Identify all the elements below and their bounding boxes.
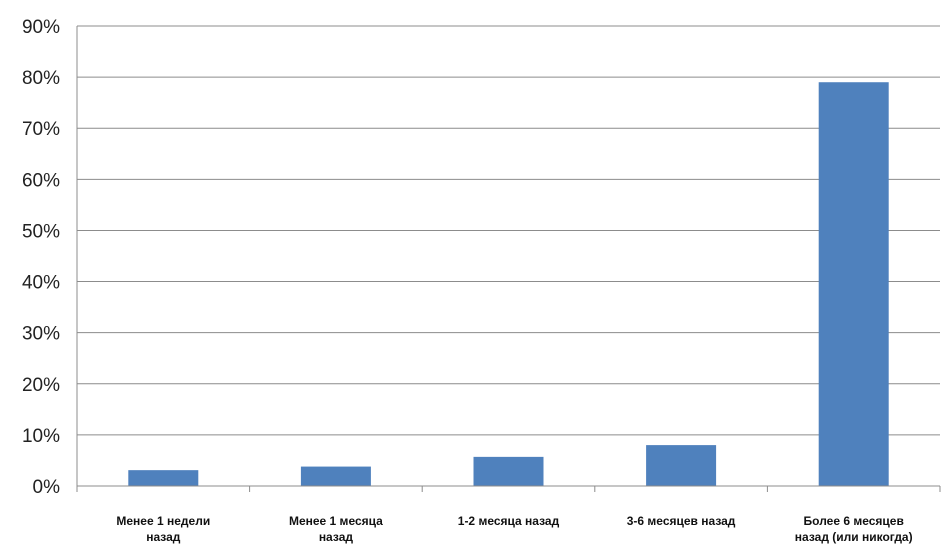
y-tick-label: 80%	[22, 68, 60, 89]
x-tick-label: Менее 1 недели назад	[116, 514, 210, 544]
y-tick-label: 10%	[22, 426, 60, 447]
bar	[473, 456, 544, 486]
y-axis-ticks: 0% 10% 20% 30% 40% 50% 60% 70% 80% 90%	[22, 17, 60, 498]
x-tick-label-line: 3-6 месяцев назад	[627, 514, 736, 528]
x-tick-label-line: 1-2 месяца назад	[458, 514, 560, 528]
y-tick-label: 30%	[22, 324, 60, 345]
x-axis	[76, 26, 941, 492]
bar	[818, 82, 889, 486]
x-tick-label: Менее 1 месяца назад	[289, 514, 383, 544]
x-tick-label-line: назад	[319, 530, 354, 544]
y-tick-label: 60%	[22, 170, 60, 191]
y-tick-label: 20%	[22, 375, 60, 396]
y-tick-label: 0%	[33, 477, 61, 498]
y-tick-label: 40%	[22, 273, 60, 294]
bar	[646, 445, 717, 486]
x-tick-label: Более 6 месяцев назад (или никогда)	[795, 514, 913, 544]
x-tick-label: 3-6 месяцев назад	[627, 514, 736, 528]
y-tick-label: 90%	[22, 17, 60, 38]
bar	[128, 470, 199, 486]
x-tick-label-line: назад (или никогда)	[795, 530, 913, 544]
x-tick-label-line: назад	[146, 530, 181, 544]
x-tick-label-line: Менее 1 месяца	[289, 514, 383, 528]
x-tick-label-line: Более 6 месяцев	[804, 514, 904, 528]
y-tick-label: 70%	[22, 119, 60, 140]
x-tick-label: 1-2 месяца назад	[458, 514, 560, 528]
x-axis-labels: Менее 1 недели назад Менее 1 месяца назад 1-…	[116, 514, 912, 544]
bars	[128, 82, 889, 486]
y-tick-label: 50%	[22, 221, 60, 242]
x-tick-label-line: Менее 1 недели	[116, 514, 210, 528]
bar	[300, 466, 371, 486]
gridlines	[77, 25, 940, 436]
